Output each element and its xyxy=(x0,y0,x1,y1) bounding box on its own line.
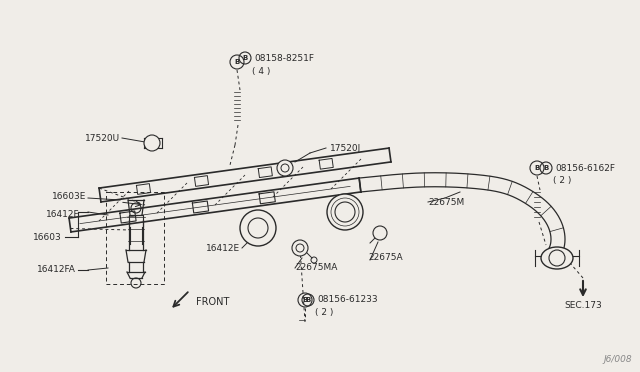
Text: ( 2 ): ( 2 ) xyxy=(315,308,333,317)
Text: J6/008: J6/008 xyxy=(604,355,632,364)
Text: 08156-6162F: 08156-6162F xyxy=(555,164,615,173)
Text: B: B xyxy=(534,165,540,171)
Text: B: B xyxy=(302,297,308,303)
Text: SEC.173: SEC.173 xyxy=(564,301,602,310)
Text: B: B xyxy=(243,55,248,61)
Text: 22675M: 22675M xyxy=(428,198,464,206)
Text: 17520J: 17520J xyxy=(330,144,361,153)
Text: B: B xyxy=(305,297,310,303)
Text: 08158-8251F: 08158-8251F xyxy=(254,54,314,62)
Text: 16603E: 16603E xyxy=(52,192,86,201)
Ellipse shape xyxy=(541,247,573,269)
Text: FRONT: FRONT xyxy=(196,297,229,307)
Text: 08156-61233: 08156-61233 xyxy=(317,295,378,305)
Text: 22675MA: 22675MA xyxy=(295,263,337,273)
Circle shape xyxy=(144,135,160,151)
Circle shape xyxy=(277,160,293,176)
Text: ( 2 ): ( 2 ) xyxy=(553,176,572,185)
Text: B: B xyxy=(543,165,548,171)
Text: B: B xyxy=(234,59,239,65)
Text: 22675A: 22675A xyxy=(368,253,403,263)
Text: 16603: 16603 xyxy=(33,232,62,241)
Text: 16412E: 16412E xyxy=(206,244,240,253)
Text: ( 4 ): ( 4 ) xyxy=(252,67,270,76)
Circle shape xyxy=(240,210,276,246)
Circle shape xyxy=(292,240,308,256)
Text: 16412FA: 16412FA xyxy=(37,266,76,275)
Circle shape xyxy=(373,226,387,240)
Text: 16412F: 16412F xyxy=(46,209,80,218)
Circle shape xyxy=(327,194,363,230)
Text: 17520U: 17520U xyxy=(85,134,120,142)
